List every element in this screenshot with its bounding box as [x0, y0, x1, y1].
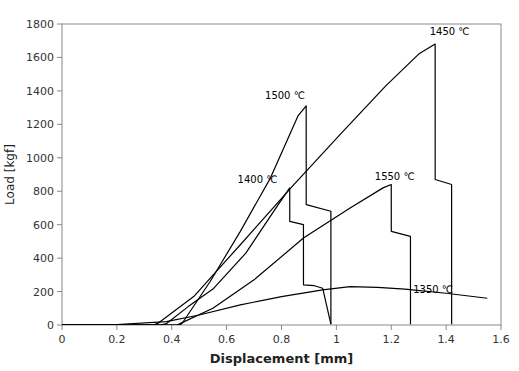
plot-area	[62, 44, 487, 325]
y-tick-label: 1400	[26, 85, 54, 98]
annotation: 1450 ℃	[430, 26, 470, 37]
curve	[62, 44, 452, 325]
curve	[62, 185, 410, 325]
y-tick-label: 1000	[26, 152, 54, 165]
y-axis-label: Load [kgf]	[3, 144, 17, 205]
x-tick	[116, 325, 117, 330]
y-tick	[57, 24, 62, 25]
x-tick-label: 0.8	[273, 333, 291, 346]
x-tick	[501, 325, 502, 330]
x-tick	[62, 325, 63, 330]
y-tick-label: 1600	[26, 51, 54, 64]
y-tick	[57, 224, 62, 225]
x-axis-label: Displacement [mm]	[210, 351, 353, 366]
x-tick-label: 0.2	[108, 333, 126, 346]
y-tick-label: 200	[33, 286, 54, 299]
y-tick	[57, 191, 62, 192]
y-tick	[57, 258, 62, 259]
y-tick	[57, 325, 62, 326]
x-tick-label: 1.6	[492, 333, 510, 346]
x-tick	[171, 325, 172, 330]
x-tick-label: 1.2	[383, 333, 401, 346]
annotation: 1400 ℃	[238, 174, 278, 185]
x-tick	[391, 325, 392, 330]
y-tick-label: 600	[33, 219, 54, 232]
x-tick	[446, 325, 447, 330]
y-tick	[57, 124, 62, 125]
y-tick	[57, 90, 62, 91]
y-tick	[57, 157, 62, 158]
y-tick-label: 800	[33, 185, 54, 198]
curve	[62, 188, 331, 325]
chart: 0 0.2 0.4 0.6 0.8 1 1.2 1.4 1.6 0 200 400 600 800 1000…	[0, 0, 519, 371]
x-tick-label: 0.6	[218, 333, 236, 346]
y-tick-label: 1200	[26, 118, 54, 131]
y-tick	[57, 291, 62, 292]
x-tick-label: 1.4	[437, 333, 455, 346]
x-tick-label: 1	[333, 333, 340, 346]
curve	[62, 106, 331, 325]
y-tick-label: 0	[47, 319, 54, 332]
x-tick	[281, 325, 282, 330]
y-tick	[57, 57, 62, 58]
y-tick-label: 400	[33, 252, 54, 265]
x-tick-label: 0	[59, 333, 66, 346]
x-tick	[226, 325, 227, 330]
plot-frame	[62, 24, 501, 325]
annotation: 1550 ℃	[375, 171, 415, 182]
x-tick-label: 0.4	[163, 333, 181, 346]
y-tick-label: 1800	[26, 18, 54, 31]
annotation: 1350 ℃	[413, 284, 453, 295]
annotation: 1500 ℃	[265, 90, 305, 101]
x-tick	[336, 325, 337, 330]
